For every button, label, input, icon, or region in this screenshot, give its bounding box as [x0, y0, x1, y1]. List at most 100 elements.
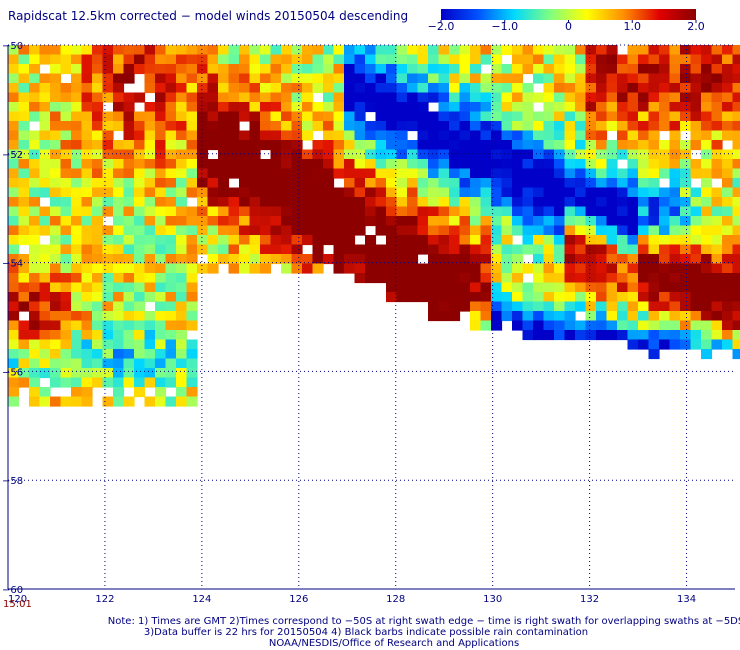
wind-cell	[543, 111, 555, 122]
wind-cell	[176, 235, 188, 246]
wind-cell	[648, 197, 660, 208]
wind-cell	[354, 254, 366, 265]
wind-cell	[543, 244, 555, 255]
wind-cell	[690, 244, 702, 255]
wind-cell	[512, 159, 524, 170]
wind-cell	[60, 292, 72, 303]
wind-cell	[81, 159, 93, 170]
wind-cell	[155, 339, 167, 350]
wind-cell	[354, 187, 366, 198]
wind-cell	[617, 92, 629, 103]
wind-cell	[648, 339, 660, 350]
wind-cell	[102, 349, 114, 360]
wind-cell	[543, 292, 555, 303]
wind-cell	[407, 235, 419, 246]
wind-cell	[554, 140, 566, 151]
wind-cell	[617, 254, 629, 265]
wind-cell	[543, 330, 555, 341]
wind-cell	[218, 83, 230, 94]
wind-cell	[123, 225, 135, 236]
wind-cell	[659, 102, 671, 113]
wind-cell	[690, 102, 702, 113]
wind-cell	[648, 282, 660, 293]
wind-cell	[249, 102, 261, 113]
wind-cell	[344, 244, 356, 255]
wind-cell	[501, 244, 513, 255]
wind-cell	[8, 102, 20, 113]
wind-cell	[186, 358, 198, 369]
wind-cell	[407, 197, 419, 208]
wind-cell	[155, 244, 167, 255]
wind-cell	[197, 206, 209, 217]
wind-cell	[123, 282, 135, 293]
wind-cell	[365, 216, 377, 227]
wind-cell	[386, 263, 398, 274]
wind-difference-map: 120 122 124 126 128 130 132 134−50−52−54−56−58−…	[2, 41, 740, 605]
wind-cell	[291, 244, 303, 255]
wind-cell	[648, 225, 660, 236]
wind-cell	[291, 168, 303, 179]
wind-cell	[186, 263, 198, 274]
wind-cell	[375, 73, 387, 84]
wind-cell	[18, 92, 30, 103]
wind-cell	[228, 121, 240, 132]
wind-cell	[459, 235, 471, 246]
wind-cell	[281, 216, 293, 227]
wind-cell	[60, 254, 72, 265]
wind-cell	[155, 92, 167, 103]
wind-cell	[512, 111, 524, 122]
wind-cell	[113, 377, 125, 388]
wind-cell	[186, 121, 198, 132]
wind-cell	[113, 149, 125, 160]
wind-cell	[165, 130, 177, 141]
wind-cell	[249, 73, 261, 84]
wind-cell	[81, 92, 93, 103]
wind-cell	[711, 121, 723, 132]
colorbar-gradient	[441, 9, 696, 20]
wind-cell	[207, 235, 219, 246]
wind-cell	[396, 273, 408, 284]
wind-cell	[29, 178, 41, 189]
wind-cell	[543, 178, 555, 189]
wind-cell	[386, 206, 398, 217]
wind-cell	[732, 311, 740, 322]
wind-cell	[60, 282, 72, 293]
wind-cell	[155, 149, 167, 160]
wind-cell	[459, 206, 471, 217]
wind-cell	[659, 64, 671, 75]
wind-cell	[375, 140, 387, 151]
wind-cell	[291, 263, 303, 274]
wind-cell	[18, 54, 30, 65]
wind-cell	[165, 273, 177, 284]
wind-cell	[470, 216, 482, 227]
wind-cell	[417, 282, 429, 293]
wind-cell	[491, 244, 503, 255]
wind-cell	[732, 54, 740, 65]
wind-cell	[71, 377, 83, 388]
wind-cell	[512, 216, 524, 227]
wind-cell	[270, 111, 282, 122]
wind-cell	[459, 301, 471, 312]
wind-cell	[165, 159, 177, 170]
wind-cell	[575, 178, 587, 189]
wind-cell	[8, 121, 20, 132]
wind-cell	[491, 130, 503, 141]
wind-cell	[680, 121, 692, 132]
wind-cell	[71, 83, 83, 94]
wind-cell	[81, 358, 93, 369]
wind-cell	[512, 263, 524, 274]
wind-cell	[207, 83, 219, 94]
wind-cell	[407, 102, 419, 113]
wind-cell	[281, 64, 293, 75]
wind-cell	[480, 311, 492, 322]
wind-cell	[375, 83, 387, 94]
wind-cell	[533, 273, 545, 284]
wind-cell	[480, 254, 492, 265]
wind-cell	[249, 130, 261, 141]
wind-cell	[113, 225, 125, 236]
wind-cell	[102, 111, 114, 122]
wind-cell	[323, 140, 335, 151]
colorbar-tick-label: −1.0	[491, 20, 519, 33]
wind-cell	[701, 339, 713, 350]
wind-cell	[732, 187, 740, 198]
